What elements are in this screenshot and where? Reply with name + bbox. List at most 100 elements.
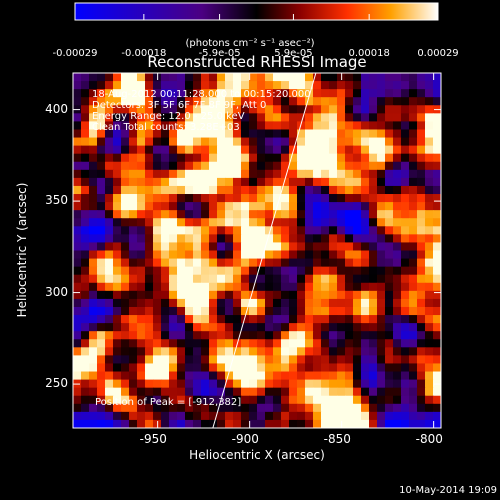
heatmap-cell bbox=[313, 153, 322, 163]
heatmap-cell bbox=[409, 89, 418, 98]
clean-counts-text: Clean Total counts: 3.28E+03 bbox=[92, 122, 240, 133]
heatmap-cell bbox=[345, 331, 354, 340]
heatmap-cell bbox=[217, 169, 226, 179]
heatmap-cell bbox=[145, 298, 154, 308]
colorbar-tick-label: -0.00029 bbox=[52, 48, 98, 59]
heatmap-cell bbox=[129, 274, 138, 284]
heatmap-cell bbox=[401, 395, 410, 405]
heatmap-cell bbox=[185, 169, 194, 179]
heatmap-cell bbox=[337, 355, 346, 365]
heatmap-cell bbox=[81, 298, 90, 308]
heatmap-cell bbox=[73, 185, 82, 195]
heatmap-cell bbox=[73, 194, 82, 203]
heatmap-cell bbox=[217, 218, 226, 227]
heatmap-cell bbox=[145, 363, 154, 373]
heatmap-cell bbox=[113, 210, 122, 219]
heatmap-cell bbox=[353, 169, 362, 179]
heatmap-cell bbox=[265, 210, 274, 219]
heatmap-cell bbox=[433, 403, 441, 413]
heatmap-cell bbox=[273, 81, 282, 90]
heatmap-cell bbox=[321, 169, 330, 179]
heatmap-cell bbox=[201, 121, 210, 131]
heatmap-cell bbox=[297, 258, 306, 268]
heatmap-cell bbox=[369, 258, 378, 268]
heatmap-cell bbox=[201, 266, 210, 276]
heatmap-cell bbox=[305, 419, 314, 428]
heatmap-cell bbox=[281, 137, 290, 147]
heatmap-cell bbox=[81, 371, 90, 381]
heatmap-cell bbox=[105, 73, 114, 82]
heatmap-cell bbox=[425, 411, 434, 421]
heatmap-cell bbox=[345, 395, 354, 405]
heatmap-cell bbox=[433, 282, 441, 292]
heatmap-cell bbox=[361, 298, 370, 308]
heatmap-cell bbox=[97, 290, 106, 300]
heatmap-cell bbox=[121, 105, 130, 114]
heatmap-cell bbox=[425, 274, 434, 284]
heatmap-cell bbox=[257, 282, 266, 292]
heatmap-cell bbox=[249, 306, 258, 316]
heatmap-cell bbox=[393, 113, 402, 123]
heatmap-cell bbox=[297, 282, 306, 292]
heatmap-cell bbox=[289, 153, 298, 163]
heatmap-cell bbox=[217, 306, 226, 316]
heatmap-cell bbox=[153, 282, 162, 292]
heatmap-cell bbox=[233, 403, 242, 413]
heatmap-cell bbox=[305, 210, 314, 219]
heatmap-cell bbox=[177, 113, 186, 123]
heatmap-cell bbox=[401, 419, 410, 428]
heatmap-cell bbox=[113, 395, 122, 405]
heatmap-cell bbox=[113, 169, 122, 179]
heatmap-cell bbox=[177, 161, 186, 171]
heatmap-cell bbox=[233, 242, 242, 252]
heatmap-cell bbox=[409, 355, 418, 365]
heatmap-cell bbox=[217, 121, 226, 131]
heatmap-cell bbox=[249, 266, 258, 276]
heatmap-cell bbox=[265, 145, 274, 155]
heatmap-cell bbox=[121, 185, 130, 195]
heatmap-cell bbox=[385, 315, 394, 324]
heatmap-cell bbox=[313, 339, 322, 348]
heatmap-cell bbox=[313, 411, 322, 421]
heatmap-cell bbox=[81, 161, 90, 171]
heatmap-cell bbox=[153, 315, 162, 324]
heatmap-cell bbox=[185, 266, 194, 276]
heatmap-cell bbox=[265, 121, 274, 131]
heatmap-cell bbox=[289, 177, 298, 187]
heatmap-cell bbox=[321, 363, 330, 373]
heatmap-cell bbox=[97, 218, 106, 227]
heatmap-cell bbox=[169, 387, 178, 397]
heatmap-cell bbox=[305, 315, 314, 324]
heatmap-cell bbox=[161, 274, 170, 284]
heatmap-cell bbox=[433, 315, 441, 324]
heatmap-cell bbox=[289, 226, 298, 235]
heatmap-cell bbox=[153, 290, 162, 300]
heatmap-cell bbox=[145, 81, 154, 90]
heatmap-cell bbox=[233, 97, 242, 106]
heatmap-cell bbox=[433, 185, 441, 195]
heatmap-cell bbox=[433, 145, 441, 155]
heatmap-cell bbox=[185, 379, 194, 389]
heatmap-cell bbox=[97, 258, 106, 268]
heatmap-cell bbox=[393, 129, 402, 139]
heatmap-cell bbox=[297, 153, 306, 163]
heatmap-cell bbox=[161, 306, 170, 316]
heatmap-cell bbox=[105, 306, 114, 316]
heatmap-cell bbox=[249, 153, 258, 163]
heatmap-cell bbox=[169, 242, 178, 252]
heatmap-cell bbox=[185, 210, 194, 219]
heatmap-cell bbox=[81, 282, 90, 292]
heatmap-cell bbox=[193, 387, 202, 397]
heatmap-cell bbox=[169, 218, 178, 227]
heatmap-cell bbox=[185, 185, 194, 195]
heatmap-cell bbox=[73, 419, 82, 428]
heatmap-cell bbox=[233, 129, 242, 139]
heatmap-cell bbox=[209, 242, 218, 252]
heatmap-cell bbox=[369, 169, 378, 179]
heatmap-cell bbox=[401, 250, 410, 260]
heatmap-cell bbox=[113, 177, 122, 187]
heatmap-cell bbox=[137, 411, 146, 421]
heatmap-cell bbox=[153, 242, 162, 252]
heatmap-cell bbox=[257, 331, 266, 340]
heatmap-cell bbox=[129, 105, 138, 114]
